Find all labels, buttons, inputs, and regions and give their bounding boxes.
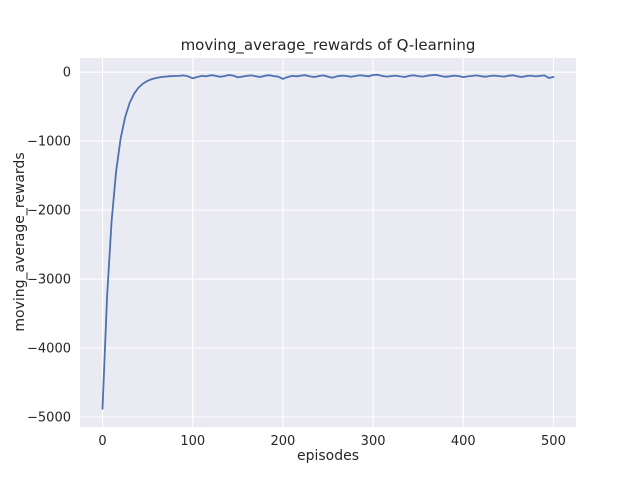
x-tick-label: 0 bbox=[98, 434, 106, 449]
y-tick-label: −1000 bbox=[27, 135, 71, 150]
y-tick-label: −4000 bbox=[27, 342, 71, 357]
series-line bbox=[101, 73, 555, 410]
plot-area bbox=[80, 58, 576, 427]
y-tick-label: −3000 bbox=[27, 273, 71, 288]
x-tick-label: 400 bbox=[451, 434, 476, 449]
x-tick-label: 300 bbox=[361, 434, 386, 449]
y-axis-label: moving_average_rewards bbox=[12, 152, 28, 332]
chart-title: moving_average_rewards of Q-learning bbox=[180, 36, 476, 54]
x-tick-label: 100 bbox=[180, 434, 205, 449]
x-axis-label: episodes bbox=[296, 448, 360, 464]
y-tick-label: −2000 bbox=[27, 204, 71, 219]
x-tick-label: 500 bbox=[541, 434, 566, 449]
x-tick-label: 200 bbox=[270, 434, 295, 449]
y-tick-label: 0 bbox=[63, 66, 71, 81]
y-tick-label: −5000 bbox=[27, 410, 71, 425]
